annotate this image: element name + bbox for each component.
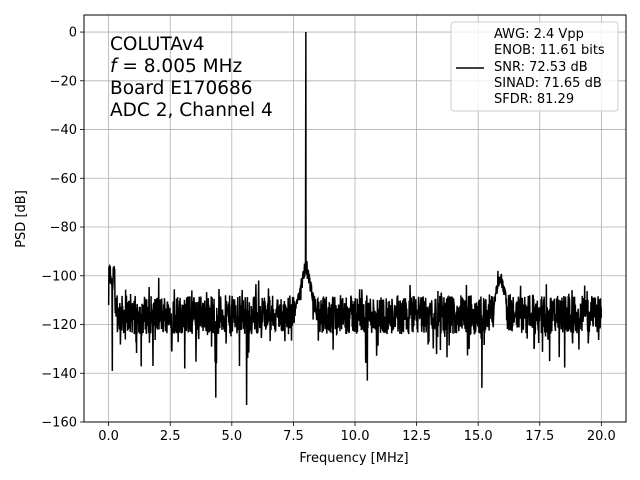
legend-entry-enob: ENOB: 11.61 bits — [494, 43, 605, 58]
annotation-frequency-symbol: f — [110, 56, 119, 77]
y-tick-label: −60 — [50, 172, 77, 187]
y-tick-label: 0 — [69, 26, 77, 41]
x-axis-label: Frequency [MHz] — [299, 451, 408, 466]
y-axis-label: PSD [dB] — [14, 190, 29, 248]
legend-entry-sinad: SINAD: 71.65 dB — [494, 76, 602, 91]
legend: AWG: 2.4 Vpp ENOB: 11.61 bits SNR: 72.53… — [450, 21, 619, 112]
x-tick-label: 0.0 — [98, 429, 119, 444]
x-tick-label: 7.5 — [283, 429, 304, 444]
legend-entry-sfdr: SFDR: 81.29 — [494, 92, 574, 107]
y-tick-label: −40 — [50, 123, 77, 138]
annotation-line-3: Board E170686 — [110, 78, 253, 99]
x-tick-label: 20.0 — [587, 429, 616, 444]
annotation-frequency-value: = 8.005 MHz — [117, 56, 243, 77]
legend-box — [450, 21, 619, 112]
legend-entry-snr: SNR: 72.53 dB — [494, 60, 588, 75]
legend-entry-awg: AWG: 2.4 Vpp — [494, 27, 584, 42]
y-tick-label: −20 — [50, 74, 77, 89]
y-tick-label: −120 — [41, 318, 77, 333]
annotation-block: COLUTAv4 f = 8.005 MHz Board E170686 ADC… — [110, 34, 273, 121]
x-tick-label: 2.5 — [160, 429, 181, 444]
psd-series-line — [107, 32, 603, 405]
x-tick-label: 10.0 — [341, 429, 370, 444]
y-tick-label: −100 — [41, 269, 77, 284]
annotation-line-2: f = 8.005 MHz — [110, 56, 242, 77]
y-tick-label: −80 — [50, 221, 77, 236]
y-tick-label: −140 — [41, 367, 77, 382]
x-tick-label: 15.0 — [464, 429, 493, 444]
y-axis-ticks: 0 −20 −40 −60 −80 −100 −120 −140 −160 — [41, 26, 84, 431]
annotation-line-1: COLUTAv4 — [110, 34, 205, 55]
x-tick-label: 12.5 — [402, 429, 431, 444]
y-tick-label: −160 — [41, 416, 77, 431]
annotation-line-4: ADC 2, Channel 4 — [110, 100, 273, 121]
x-axis-ticks: 0.0 2.5 5.0 7.5 10.0 12.5 15.0 17.5 20.0 — [98, 422, 616, 444]
x-tick-label: 5.0 — [221, 429, 242, 444]
x-tick-label: 17.5 — [525, 429, 554, 444]
